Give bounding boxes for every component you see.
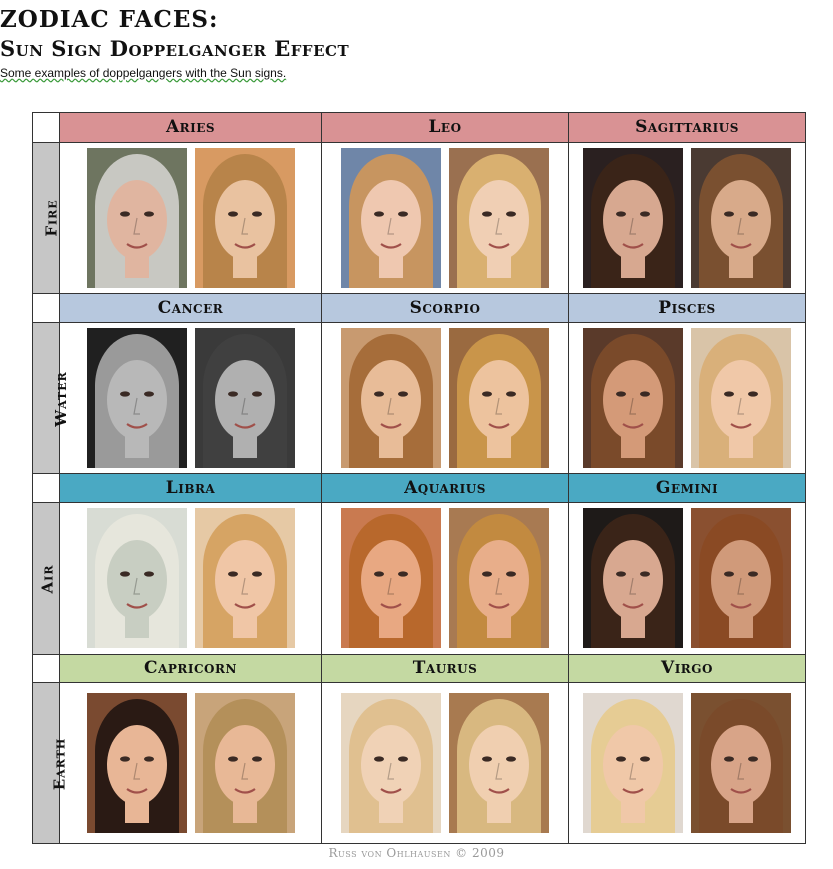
face-photo <box>194 508 295 649</box>
sign-label: Pisces <box>568 293 806 323</box>
photo-row: Fire <box>32 141 806 295</box>
doppelganger-pair <box>60 323 321 474</box>
face-photo <box>86 508 187 649</box>
face-photo <box>449 508 549 649</box>
page-subtitle: Sun Sign Doppelganger Effect <box>0 36 350 61</box>
empty-corner-cell <box>32 653 60 684</box>
photo-cell <box>59 141 322 295</box>
element-label-cell: Water <box>32 321 70 475</box>
element-label-cell: Fire <box>32 141 61 295</box>
photo-cell <box>321 141 569 295</box>
face-photo <box>583 328 683 469</box>
element-label: Earth <box>50 737 69 790</box>
photo-row: Air <box>32 502 806 655</box>
sign-header-row: Libra Aquarius Gemini <box>32 473 806 504</box>
face-photo <box>449 693 549 834</box>
sign-label: Aquarius <box>321 473 569 504</box>
photo-cell <box>568 682 806 844</box>
face-photo <box>691 147 791 288</box>
sign-label: Leo <box>321 112 569 143</box>
page-title: ZODIAC FACES: <box>0 6 219 33</box>
face-photo <box>691 328 791 469</box>
doppelganger-pair <box>60 143 321 294</box>
face-photo <box>691 508 791 649</box>
photo-cell <box>59 321 322 475</box>
face-photo <box>194 693 295 834</box>
photo-cell <box>59 682 322 844</box>
face-photo <box>449 328 549 469</box>
face-photo <box>194 328 295 469</box>
photo-cell <box>321 682 569 844</box>
sign-label: Libra <box>59 473 322 504</box>
doppelganger-pair <box>322 143 568 294</box>
page-tagline: Some examples of doppelgangers with the … <box>0 66 287 80</box>
photo-cell <box>568 141 806 295</box>
photo-cell <box>59 502 322 655</box>
element-label: Water <box>51 370 70 427</box>
sign-label: Capricorn <box>59 653 322 684</box>
doppelganger-pair <box>569 503 805 654</box>
element-label-cell: Air <box>32 502 60 655</box>
face-photo <box>86 147 187 288</box>
sign-header-row: Cancer Scorpio Pisces <box>32 293 806 323</box>
photo-cell <box>321 502 569 655</box>
sign-label: Taurus <box>321 653 569 684</box>
face-photo <box>341 693 441 834</box>
element-label-cell: Earth <box>32 682 68 844</box>
element-label: Fire <box>42 199 61 238</box>
doppelganger-pair <box>322 683 568 843</box>
sign-header-row: Capricorn Taurus Virgo <box>32 653 806 684</box>
face-photo <box>583 508 683 649</box>
photo-row: Water <box>32 321 806 475</box>
element-label: Air <box>38 564 57 594</box>
face-photo <box>583 693 683 834</box>
doppelganger-pair <box>60 683 321 843</box>
face-photo <box>86 693 187 834</box>
photo-cell <box>568 502 806 655</box>
sign-label: Gemini <box>568 473 806 504</box>
face-photo <box>583 147 683 288</box>
empty-corner-cell <box>32 293 60 323</box>
doppelganger-pair <box>322 503 568 654</box>
face-photo <box>194 147 295 288</box>
sign-label: Scorpio <box>321 293 569 323</box>
doppelganger-pair <box>569 143 805 294</box>
face-photo <box>86 328 187 469</box>
doppelganger-pair <box>569 683 805 843</box>
photo-row: Earth <box>32 682 806 844</box>
sign-label: Aries <box>59 112 322 143</box>
face-photo <box>341 508 441 649</box>
doppelganger-pair <box>322 323 568 474</box>
empty-corner-cell <box>32 473 60 504</box>
face-photo <box>341 328 441 469</box>
face-photo <box>691 693 791 834</box>
empty-corner-cell <box>32 112 60 143</box>
sign-label: Virgo <box>568 653 806 684</box>
face-photo <box>341 147 441 288</box>
copyright-footer: Russ von Ohlhausen © 2009 <box>328 846 505 860</box>
sign-header-row: Aries Leo Sagittarius <box>32 112 806 143</box>
doppelganger-pair <box>569 323 805 474</box>
photo-cell <box>321 321 569 475</box>
face-photo <box>449 147 549 288</box>
sign-label: Cancer <box>59 293 322 323</box>
doppelganger-pair <box>60 503 321 654</box>
sign-label: Sagittarius <box>568 112 806 143</box>
photo-cell <box>568 321 806 475</box>
zodiac-grid: Aries Leo Sagittarius Fire Cancer Scorpio Pisc… <box>32 112 806 844</box>
